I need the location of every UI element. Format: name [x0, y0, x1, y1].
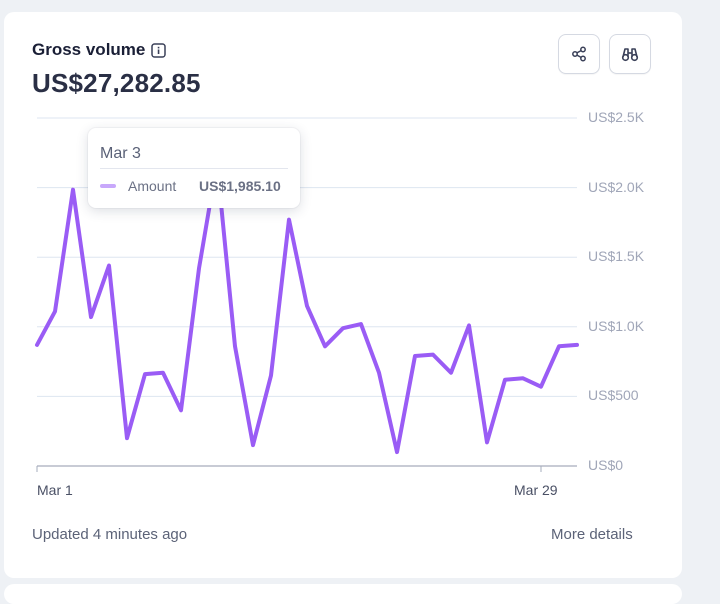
y-tick-label: US$1.0K	[588, 318, 644, 334]
y-tick-label: US$2.5K	[588, 109, 644, 125]
y-tick-label: US$500	[588, 387, 639, 403]
gross-volume-total: US$27,282.85	[32, 68, 201, 99]
binoculars-icon	[621, 46, 639, 62]
share-button[interactable]	[558, 34, 600, 74]
info-icon[interactable]	[151, 43, 166, 58]
card-header: Gross volume	[32, 40, 166, 60]
tooltip-date: Mar 3	[100, 145, 141, 163]
card-title: Gross volume	[32, 40, 145, 60]
chart-tooltip: Mar 3 Amount US$1,985.10	[88, 128, 300, 208]
y-tick-label: US$0	[588, 457, 623, 473]
tooltip-series-name: Amount	[128, 178, 176, 194]
x-axis-start-label: Mar 1	[37, 482, 73, 498]
tooltip-series-swatch	[100, 184, 116, 188]
updated-timestamp: Updated 4 minutes ago	[32, 526, 187, 543]
y-tick-label: US$2.0K	[588, 179, 644, 195]
share-icon	[571, 46, 587, 62]
y-tick-label: US$1.5K	[588, 248, 644, 264]
tooltip-series-value: US$1,985.10	[199, 178, 281, 194]
more-details-link[interactable]: More details	[551, 526, 633, 543]
next-card	[4, 584, 682, 604]
x-axis-end-label: Mar 29	[514, 482, 558, 498]
tooltip-divider	[100, 168, 288, 169]
explore-button[interactable]	[609, 34, 651, 74]
